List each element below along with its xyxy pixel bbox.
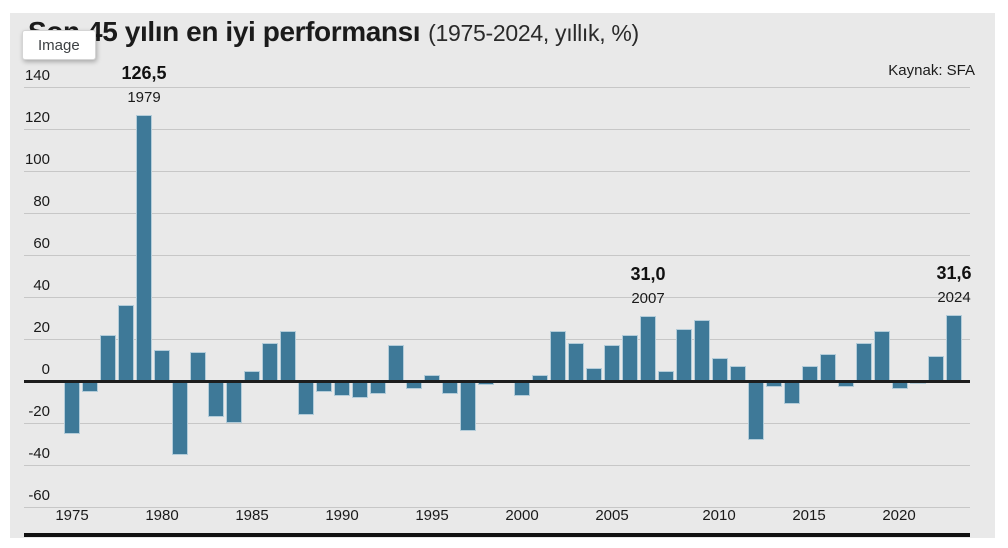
bar-2011 <box>712 358 728 381</box>
y-tick-label--20: -20 <box>28 403 50 420</box>
y-tick-label-0: 0 <box>41 361 50 378</box>
y-tick-label-20: 20 <box>33 319 50 336</box>
gridline-y--60 <box>24 507 970 508</box>
gridline-y--20 <box>24 423 970 424</box>
annotation-value-2024: 31,6 <box>936 263 972 283</box>
bar-2005 <box>604 345 620 381</box>
bar-1990 <box>334 381 350 396</box>
bar-1984 <box>226 381 242 423</box>
chart-title-row: Son 45 yılın en iyi performansı (1975-202… <box>28 16 639 48</box>
x-tick-label-1990: 1990 <box>325 507 359 524</box>
y-tick-label-80: 80 <box>33 193 50 210</box>
bar-1988 <box>298 381 314 415</box>
image-badge[interactable]: Image <box>22 30 96 60</box>
x-tick-label-2000: 2000 <box>505 507 539 524</box>
annotation-value-2007: 31,0 <box>630 264 666 284</box>
zero-axis-line <box>24 380 970 383</box>
y-tick-label-60: 60 <box>33 235 50 252</box>
bar-1982 <box>190 352 206 381</box>
annotation-value-1979: 126,5 <box>121 63 167 83</box>
source-label: Kaynak: SFA <box>888 62 975 79</box>
bar-1975 <box>64 381 80 434</box>
bar-2002 <box>550 331 566 381</box>
bar-2024 <box>946 315 962 381</box>
bar-2000 <box>514 381 530 396</box>
gridline-y-20 <box>24 339 970 340</box>
x-tick-label-1980: 1980 <box>145 507 179 524</box>
gridline-y-100 <box>24 171 970 172</box>
bar-1987 <box>280 331 296 381</box>
x-tick-label-1985: 1985 <box>235 507 269 524</box>
x-tick-label-1975: 1975 <box>55 507 89 524</box>
x-tick-label-2010: 2010 <box>702 507 736 524</box>
gridline-y-40 <box>24 297 970 298</box>
chart-subtitle: (1975-2024, yıllık, %) <box>428 20 639 46</box>
gridline-y-60 <box>24 255 970 256</box>
gridline-y-140 <box>24 87 970 88</box>
bar-1997 <box>460 381 476 431</box>
x-tick-label-2015: 2015 <box>792 507 826 524</box>
y-tick-label-100: 100 <box>24 151 50 168</box>
bar-1993 <box>388 345 404 381</box>
annotation-year-1979: 1979 <box>127 89 161 106</box>
bar-1978 <box>118 305 134 381</box>
annotation-year-2007: 2007 <box>631 290 665 307</box>
gridline-y--40 <box>24 465 970 466</box>
bar-2006 <box>622 335 638 381</box>
bar-1981 <box>172 381 188 455</box>
bar-2007 <box>640 316 656 381</box>
bar-2019 <box>856 343 872 381</box>
y-tick-label-140: 140 <box>24 67 50 84</box>
bar-1977 <box>100 335 116 381</box>
x-tick-label-2005: 2005 <box>595 507 629 524</box>
image-badge-label: Image <box>38 36 80 54</box>
bar-2015 <box>784 381 800 404</box>
y-tick-label-40: 40 <box>33 277 50 294</box>
x-tick-label-2020: 2020 <box>882 507 916 524</box>
annotation-year-2024: 2024 <box>937 289 971 306</box>
bar-2003 <box>568 343 584 381</box>
bar-1983 <box>208 381 224 417</box>
bar-2020 <box>874 331 890 381</box>
gridline-y-80 <box>24 213 970 214</box>
gridline-y-120 <box>24 129 970 130</box>
y-tick-label-120: 120 <box>24 109 50 126</box>
bar-2023 <box>928 356 944 381</box>
y-tick-label--40: -40 <box>28 445 50 462</box>
bar-2012 <box>730 366 746 381</box>
bar-2010 <box>694 320 710 381</box>
bar-1980 <box>154 350 170 382</box>
bar-2013 <box>748 381 764 440</box>
bar-2016 <box>802 366 818 381</box>
chart-bottom-border <box>24 533 970 537</box>
bar-1986 <box>262 343 278 381</box>
bar-1991 <box>352 381 368 398</box>
y-tick-label--60: -60 <box>28 487 50 504</box>
bar-2017 <box>820 354 836 381</box>
bar-2009 <box>676 329 692 382</box>
bar-1979 <box>136 115 152 381</box>
x-tick-label-1995: 1995 <box>415 507 449 524</box>
